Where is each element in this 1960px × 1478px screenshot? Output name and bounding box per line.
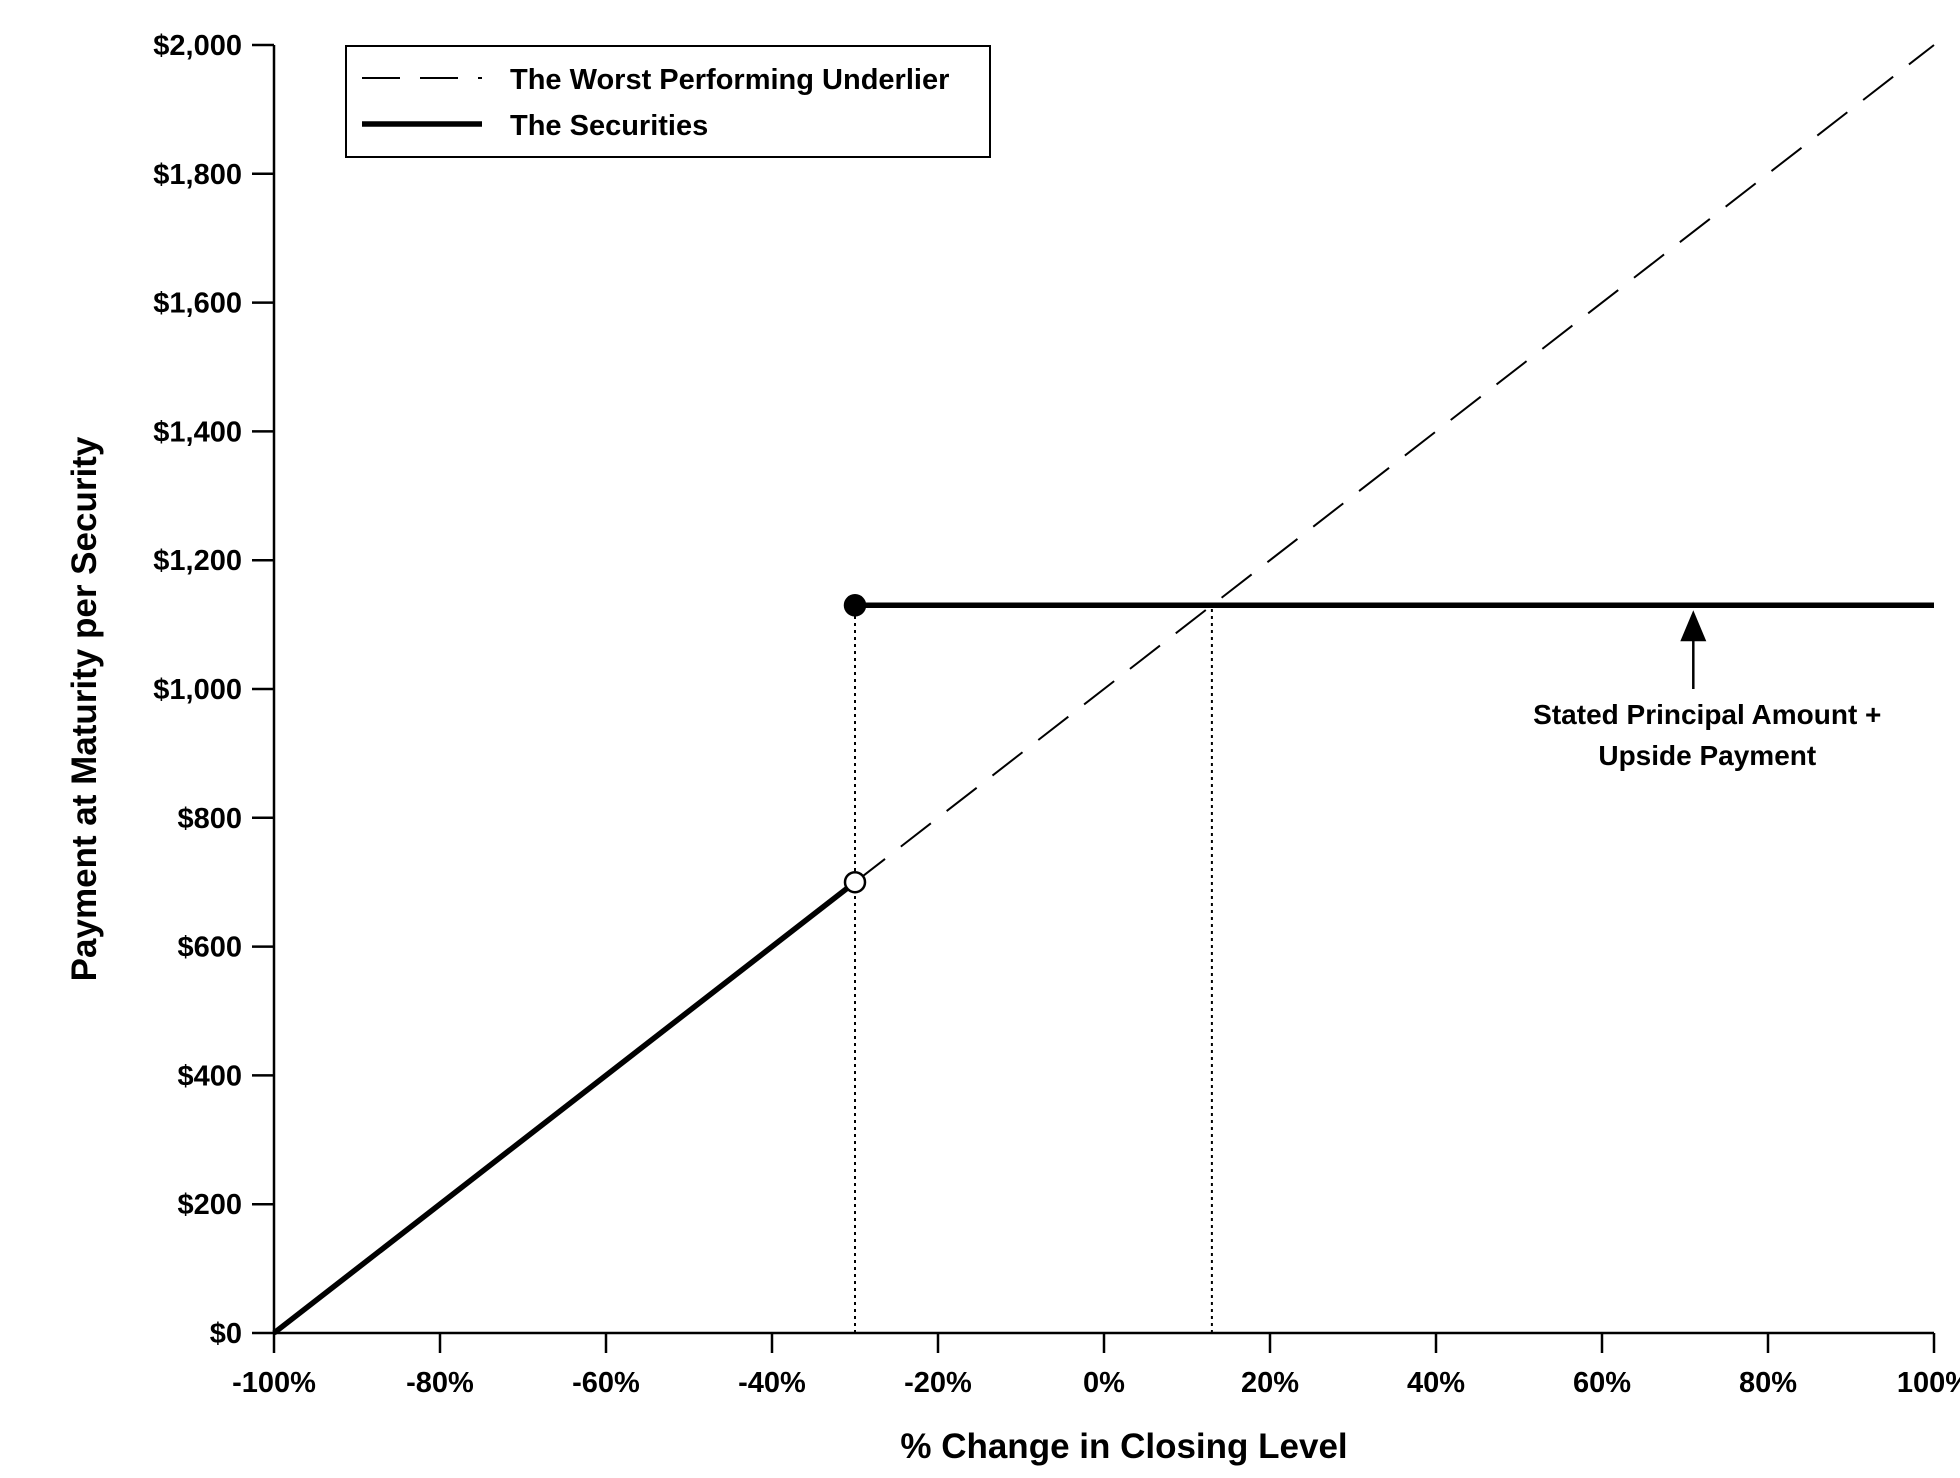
- x-tick-label: 40%: [1407, 1367, 1465, 1399]
- filled-point-marker: [843, 594, 867, 617]
- x-tick-label: -60%: [572, 1367, 640, 1399]
- y-tick-label: $1,400: [153, 416, 242, 448]
- legend: The Worst Performing Underlier The Secur…: [345, 45, 991, 158]
- ticks-layer: $0 $200 $400 $600 $800 $1,000 $1,200 $1,400 $1,6…: [153, 30, 1960, 1399]
- series-line-securities: [272, 880, 857, 1336]
- reference-lines: [854, 605, 1213, 1333]
- y-tick-label: $800: [177, 803, 242, 835]
- y-tick-label: $1,000: [153, 674, 242, 706]
- y-tick-label: $600: [177, 932, 242, 964]
- series-layer: [272, 44, 1935, 1336]
- annotation-layer: Stated Principal Amount + Upside Payment: [1533, 610, 1881, 771]
- x-tick-label: 60%: [1573, 1367, 1631, 1399]
- x-tick-label: -40%: [738, 1367, 806, 1399]
- legend-label-securities: The Securities: [510, 110, 708, 142]
- x-tick-label: 20%: [1241, 1367, 1299, 1399]
- legend-box: [345, 45, 991, 158]
- annotation-text-line: Upside Payment: [1598, 740, 1816, 771]
- x-axis-title: % Change in Closing Level: [900, 1427, 1347, 1466]
- annotation-text-line: Stated Principal Amount +: [1533, 699, 1881, 730]
- x-tick-label: -20%: [904, 1367, 972, 1399]
- y-tick-label: $400: [177, 1060, 242, 1092]
- annotation-arrowhead: [1680, 610, 1707, 642]
- y-tick-label: $1,600: [153, 288, 242, 320]
- y-axis-title: Payment at Maturity per Security: [65, 436, 104, 981]
- open-point-marker: [843, 870, 867, 894]
- y-tick-label: $200: [177, 1189, 242, 1221]
- y-tick-label: $1,200: [153, 545, 242, 577]
- x-tick-label: -80%: [406, 1367, 474, 1399]
- y-tick-label: $0: [210, 1318, 242, 1350]
- x-tick-label: -100%: [232, 1367, 316, 1399]
- y-tick-label: $1,800: [153, 159, 242, 191]
- x-tick-label: 80%: [1739, 1367, 1797, 1399]
- x-tick-label: 0%: [1083, 1367, 1125, 1399]
- legend-label-underlier: The Worst Performing Underlier: [510, 64, 949, 96]
- y-tick-label: $2,000: [153, 30, 242, 62]
- markers-layer: [843, 594, 867, 894]
- series-line-underlier: [854, 44, 1935, 883]
- x-tick-label: 100%: [1897, 1367, 1960, 1399]
